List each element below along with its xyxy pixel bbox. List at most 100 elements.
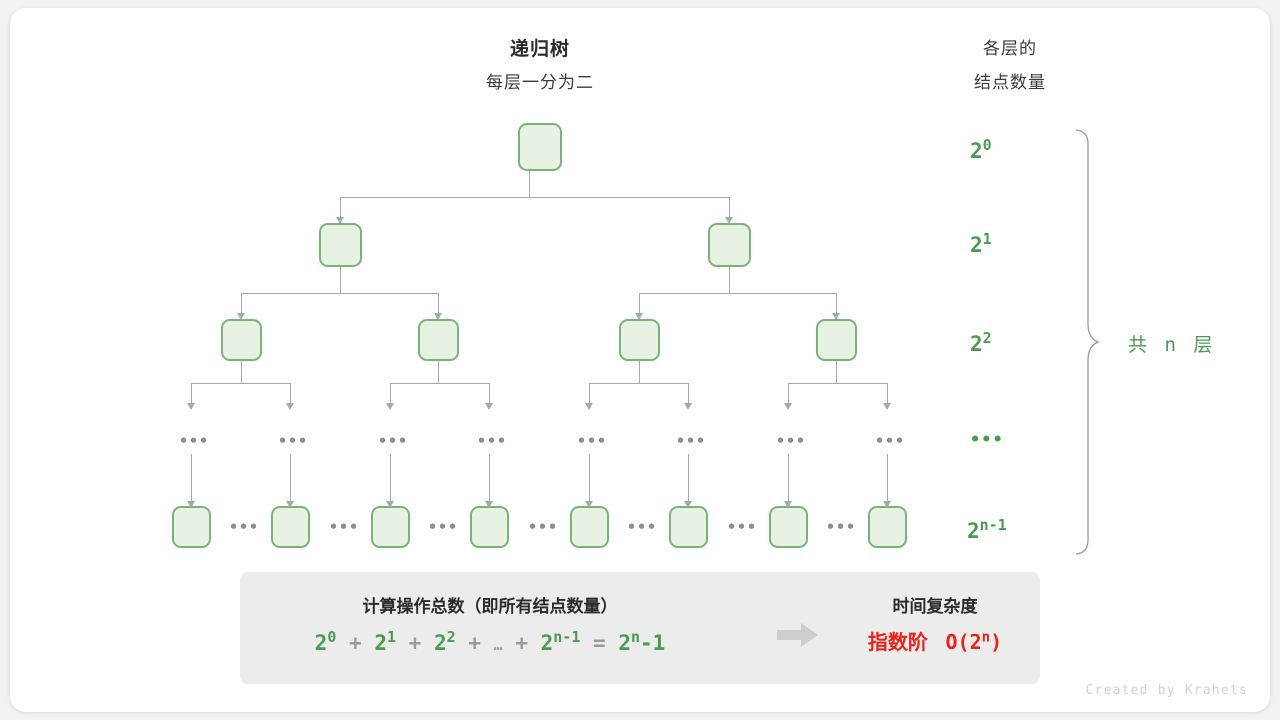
formula-term-0: 20 [314,628,337,655]
arrowhead-l2-b1 [635,313,643,320]
watermark: Created by Krahets [1085,683,1248,698]
tree-node-leaf-1[interactable] [172,506,211,548]
arrowhead-leaf-3 [386,501,394,508]
arrowhead-l1-a [336,217,344,224]
edge-dots-to-leaf-5 [589,454,591,504]
tree-node-l2-3[interactable] [619,319,660,361]
formula-ellipsis: … [493,636,503,654]
right-arrow-icon [777,623,818,647]
tree-ellipsis-row-4: ••• [477,432,508,450]
edge-bus-d2 [390,383,490,385]
edge-bus-l2-a [241,293,439,295]
edge-drop-d4a [788,383,790,405]
tree-ellipsis-row-1: ••• [179,432,210,450]
levels-brace-icon [1075,129,1100,555]
edge-dots-to-leaf-2 [290,454,292,504]
arrowhead-leaf-2 [286,501,294,508]
edge-drop-d3a [589,383,591,405]
level-count-1: 21 [970,230,992,257]
edge-bus-d4 [788,383,888,385]
tree-node-leaf-2[interactable] [271,506,310,548]
arrowhead-d2b [485,403,493,410]
formula-term-1: 21 [374,628,396,655]
complexity-value: 指数阶 O(2n) [820,626,1050,655]
edge-drop-l1-b [729,197,731,219]
tree-ellipsis-row-6: ••• [676,432,707,450]
tree-ellipsis-row-8: ••• [875,432,906,450]
summary-panel-header: 计算操作总数（即所有结点数量） [362,597,618,616]
tree-ellipsis-row-5: ••• [577,432,608,450]
arrowhead-leaf-1 [187,501,195,508]
arrowhead-leaf-4 [485,501,493,508]
edge-drop-l1-a [340,197,342,219]
formula-term-2: 22 [433,628,456,655]
tree-ellipsis-row-7: ••• [776,432,807,450]
arrowhead-leaf-6 [684,501,692,508]
level-count-n-1-base: 2 [967,519,980,543]
tree-node-leaf-7[interactable] [769,506,808,548]
right-header-line1: 各层的 [983,39,1037,58]
right-header-line2: 结点数量 [974,73,1046,92]
edge-dots-to-leaf-6 [688,454,690,504]
summary-formula: 20 + 21 + 22 + … + 2n-1 = 2n-1 [260,628,720,655]
tree-node-leaf-4[interactable] [470,506,509,548]
level-count-n-1-exp: n-1 [979,516,1007,534]
arrowhead-d1b [286,403,294,410]
edge-dots-to-leaf-8 [887,454,889,504]
leaf-gap-ellipsis-5: ••• [627,518,658,536]
arrowhead-d3b [684,403,692,410]
arrowhead-d3a [585,403,593,410]
edge-bus-d1 [191,383,291,385]
formula-plus-2: + [408,631,422,655]
formula-result: 2n-1 [618,628,666,655]
level-count-1-exp: 1 [982,230,992,248]
level-count-2: 22 [970,329,992,356]
tree-ellipsis-row-2: ••• [278,432,309,450]
edge-drop-l2-b2 [836,293,838,315]
edge-bus-d3 [589,383,689,385]
levels-brace-label: 共 n 层 [1128,334,1216,356]
level-count-ellipsis: ••• [970,430,1004,450]
tree-node-leaf-6[interactable] [669,506,708,548]
edge-stem-l2-1 [241,361,243,383]
arrowhead-leaf-5 [585,501,593,508]
tree-node-root[interactable] [518,123,562,171]
tree-node-l2-1[interactable] [221,319,262,361]
edge-bus-l1 [340,197,730,199]
edge-stem-l2-3 [639,361,641,383]
formula-equals: = [593,631,606,655]
edge-stem-l1-b [729,267,731,293]
arrowhead-d1a [187,403,195,410]
edge-root-stem [529,171,531,197]
edge-dots-to-leaf-1 [191,454,193,504]
formula-term-last: 2n-1 [540,628,581,655]
formula-plus-3: + [468,631,481,655]
complexity-title: 时间复杂度 [892,597,978,616]
edge-drop-d2a [390,383,392,405]
diagram-stage: 递归树 每层一分为二 各层的 结点数量 [10,8,1270,712]
edge-drop-d1b [290,383,292,405]
level-count-2-exp: 2 [982,329,992,347]
complexity-order-label: 指数阶 [867,632,928,654]
arrowhead-l2-a2 [434,313,442,320]
tree-node-l2-4[interactable] [816,319,857,361]
arrowhead-l1-b [725,217,733,224]
tree-node-leaf-8[interactable] [868,506,907,548]
tree-node-leaf-5[interactable] [570,506,609,548]
level-count-2-base: 2 [970,332,983,356]
tree-ellipsis-row-3: ••• [378,432,409,450]
tree-node-l1-1[interactable] [319,223,362,267]
arrowhead-d2a [386,403,394,410]
edge-dots-to-leaf-7 [788,454,790,504]
arrowhead-d4a [784,403,792,410]
diagram-card: 递归树 每层一分为二 各层的 结点数量 [10,8,1270,712]
page-subtitle: 每层一分为二 [486,73,594,92]
edge-drop-d3b [688,383,690,405]
edge-dots-to-leaf-4 [489,454,491,504]
tree-node-l2-2[interactable] [418,319,459,361]
tree-node-leaf-3[interactable] [371,506,410,548]
tree-node-l1-2[interactable] [708,223,751,267]
edge-drop-d1a [191,383,193,405]
level-count-n-1: 2n-1 [967,516,1007,543]
leaf-gap-ellipsis-2: ••• [329,518,360,536]
